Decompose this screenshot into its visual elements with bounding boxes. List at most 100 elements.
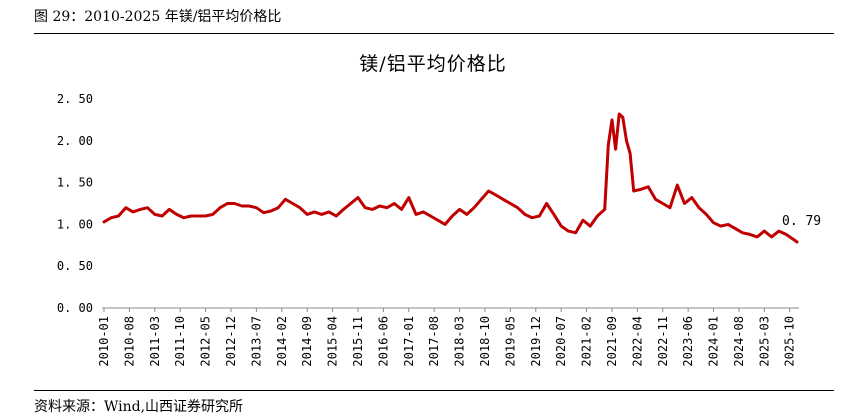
series-group: [102, 112, 799, 244]
data-point: [582, 219, 584, 222]
x-tick-label: 2020-07: [554, 316, 568, 367]
data-point: [698, 206, 700, 209]
data-point: [770, 236, 773, 238]
data-point: [364, 206, 367, 209]
data-point: [749, 233, 751, 236]
x-tick-label: 2019-12: [529, 316, 543, 367]
data-point: [153, 213, 156, 216]
data-point: [480, 198, 483, 201]
y-tick-label: 1. 00: [57, 217, 93, 231]
x-tick-label: 2024-01: [707, 316, 721, 367]
data-point: [437, 219, 439, 222]
x-tick-label: 2016-06: [376, 316, 390, 367]
x-tick-label: 2017-01: [402, 316, 416, 367]
x-tick-label: 2015-04: [326, 316, 340, 367]
series-line: [102, 112, 799, 244]
data-point: [139, 208, 142, 211]
data-point: [429, 215, 432, 217]
top-rule: [34, 33, 834, 34]
data-point: [734, 227, 737, 230]
data-point: [618, 113, 621, 115]
data-point: [175, 213, 178, 216]
x-tick-label: 2022-04: [630, 316, 644, 367]
data-point: [444, 223, 446, 226]
data-point: [690, 196, 693, 199]
data-point: [632, 190, 635, 192]
x-tick-label: 2018-10: [478, 316, 492, 367]
data-point: [676, 184, 679, 186]
data-point: [241, 205, 243, 207]
y-tick-label: 2. 50: [57, 92, 93, 106]
x-tick-label: 2015-11: [351, 316, 365, 367]
data-point: [553, 213, 555, 216]
data-point: [466, 213, 468, 216]
x-tick-label: 2011-03: [148, 316, 162, 367]
data-point: [371, 208, 374, 211]
data-point: [524, 213, 526, 216]
data-point: [487, 190, 490, 192]
data-point: [132, 211, 134, 213]
data-point: [574, 231, 577, 234]
x-tick-label: 2012-12: [224, 316, 238, 367]
x-tick-label: 2014-09: [300, 316, 314, 367]
data-point: [589, 225, 591, 227]
data-point: [255, 206, 258, 209]
data-point: [788, 236, 791, 238]
data-point: [614, 148, 617, 150]
x-axis: 2010-01 2010-08 2011-03 2011-10 2012-05 2012-…: [97, 307, 799, 367]
data-point: [328, 211, 330, 213]
data-point: [197, 215, 200, 217]
data-point: [495, 194, 497, 196]
data-point: [669, 206, 671, 209]
data-point: [262, 211, 265, 214]
data-point: [342, 208, 345, 211]
x-tick-label: 2014-02: [275, 316, 289, 367]
data-point: [357, 196, 359, 199]
data-point: [313, 211, 316, 213]
data-point: [785, 233, 787, 236]
y-axis: 0. 00 0. 50 1. 00 1. 50 2. 00 2. 50: [57, 92, 93, 315]
data-point: [545, 202, 548, 205]
x-tick-label: 2011-10: [173, 316, 187, 367]
x-tick-label: 2021-02: [580, 316, 594, 367]
data-point: [661, 202, 664, 205]
data-point: [778, 230, 780, 232]
data-point: [110, 216, 113, 219]
data-point: [277, 206, 279, 209]
data-point: [161, 215, 163, 217]
data-point: [647, 185, 650, 188]
data-point: [712, 221, 715, 224]
data-point: [320, 213, 323, 216]
data-point: [705, 213, 708, 216]
data-point: [796, 241, 798, 243]
data-point: [473, 206, 475, 209]
data-point: [291, 202, 294, 205]
data-point: [146, 206, 149, 209]
data-point: [622, 116, 624, 119]
end-value-label: 0. 79: [782, 214, 821, 229]
data-point: [168, 208, 171, 211]
x-tick-label: 2018-03: [453, 316, 467, 367]
data-point: [219, 206, 221, 209]
data-point: [596, 215, 599, 217]
data-point: [567, 230, 570, 232]
data-point: [531, 216, 533, 219]
data-point: [378, 205, 381, 207]
data-point: [212, 213, 214, 216]
data-point: [349, 202, 352, 205]
x-tick-label: 2010-01: [97, 316, 111, 367]
data-point: [393, 202, 396, 205]
data-point: [625, 140, 628, 142]
source-note: 资料来源：Wind,山西证券研究所: [34, 399, 244, 415]
data-point: [458, 208, 461, 211]
x-tick-label: 2023-06: [681, 316, 695, 367]
data-point: [183, 216, 185, 219]
y-tick-label: 1. 50: [57, 176, 93, 190]
data-point: [299, 206, 301, 209]
x-tick-label: 2010-08: [122, 316, 136, 367]
x-tick-label: 2022-11: [656, 316, 670, 367]
data-point: [124, 206, 127, 209]
data-point: [233, 202, 236, 205]
x-tick-label: 2017-08: [427, 316, 441, 367]
figure-caption: 图 29：2010-2025 年镁/铝平均价格比: [34, 9, 282, 25]
